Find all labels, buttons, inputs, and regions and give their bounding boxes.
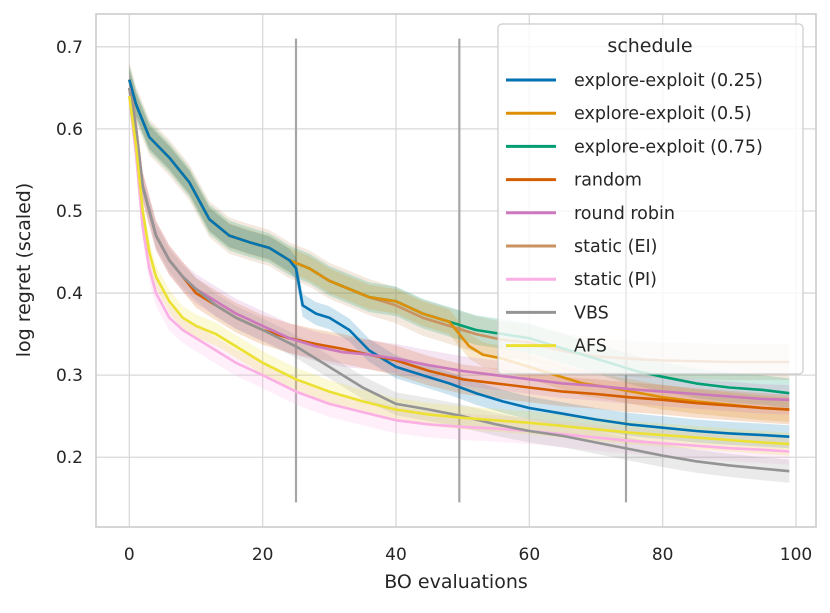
legend-label: random [574,171,642,191]
y-axis-label: log regret (scaled) [13,183,35,358]
x-tick-label: 100 [780,545,812,565]
legend-box [497,23,804,375]
legend-label: AFS [574,337,607,357]
x-tick-label: 0 [124,545,135,565]
y-tick-label: 0.4 [56,284,83,304]
series-line-explore-exploit-0-25- [128,79,790,438]
series-line-afs [128,95,790,446]
legend-label: static (PI) [574,270,657,290]
y-tick-label: 0.3 [56,366,83,386]
series-line-static-pi- [128,95,790,453]
legend-label: explore-exploit (0.25) [574,71,763,91]
y-tick-label: 0.7 [56,38,83,58]
y-tick-label: 0.5 [56,202,83,222]
x-tick-label: 60 [519,545,541,565]
legend: schedule explore-exploit (0.25) explore-e… [497,23,804,375]
x-axis-label: BO evaluations [384,571,528,593]
legend-label: explore-exploit (0.5) [574,104,752,124]
y-tick-label: 0.6 [56,120,83,140]
legend-label: VBS [574,303,609,323]
band-round-robin [129,73,790,415]
x-tick-label: 80 [652,545,674,565]
x-tick-labels: 0 20 40 60 80 100 [124,545,812,565]
plot-frame [95,13,817,528]
x-tick-label: 40 [385,545,407,565]
series-line-vbs [128,87,790,473]
y-tick-labels: 0.2 0.3 0.4 0.5 0.6 0.7 [56,38,83,468]
legend-label: round robin [574,204,675,224]
legend-label: static (EI) [574,237,657,257]
legend-label: explore-exploit (0.75) [574,137,763,157]
y-tick-label: 0.2 [56,448,83,468]
legend-title: schedule [607,35,692,57]
band-random [129,73,790,425]
x-tick-label: 20 [252,545,274,565]
